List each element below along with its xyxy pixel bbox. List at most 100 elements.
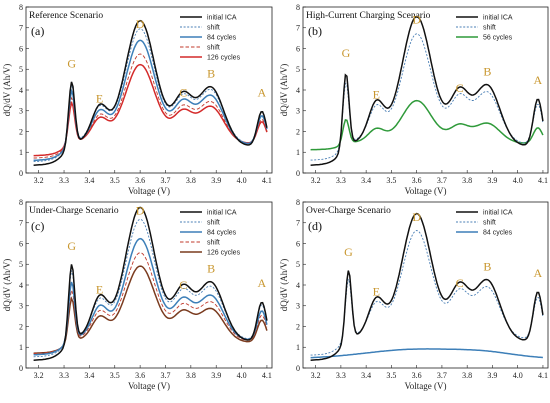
x-tick-label: 3.3 [336, 176, 346, 185]
plot-frame [302, 201, 549, 369]
x-tick-label: 4.1 [262, 371, 272, 380]
y-tick-label: 0 [296, 364, 300, 373]
y-tick-label: 5 [19, 260, 23, 269]
series-line-84-cycles [33, 39, 268, 162]
y-axis-title: dQ/dV (Ah/V) [2, 259, 12, 312]
y-axis-title: dQ/dV (Ah/V) [279, 64, 289, 117]
x-tick-label: 3.9 [487, 371, 497, 380]
x-tick-label: 3.9 [211, 371, 221, 380]
y-tick-label: 2 [296, 127, 300, 136]
y-tick-label: 0 [296, 169, 300, 178]
y-tick-label: 5 [19, 65, 23, 74]
panel-title: High-Current Charging Scenario [306, 11, 431, 21]
x-tick-label: 3.3 [59, 176, 69, 185]
peak-label-e: E [96, 92, 103, 106]
x-tick-label: 4.1 [538, 371, 548, 380]
x-tick-label: 3.5 [386, 371, 396, 380]
peak-label-g: G [342, 46, 351, 60]
peak-label-a: A [258, 276, 267, 290]
peak-label-d: D [412, 13, 421, 27]
x-tick-label: 3.8 [186, 176, 196, 185]
peak-label-c: C [179, 85, 187, 99]
y-tick-label: 4 [19, 281, 23, 290]
legend-entry: initial ICA [207, 210, 237, 217]
y-tick-label: 8 [296, 198, 300, 207]
x-tick-label: 3.7 [160, 176, 170, 185]
x-tick-label: 4.1 [262, 176, 272, 185]
series-line-126-cycles [33, 265, 268, 354]
series-line-84-cycles [310, 348, 543, 359]
panel-letter: (d) [308, 219, 322, 233]
x-axis-title: Voltage (V) [128, 186, 170, 196]
series-line-56-cycles [310, 99, 544, 151]
y-tick-label: 4 [296, 86, 300, 95]
x-tick-label: 3.5 [110, 371, 120, 380]
peak-label-a: A [534, 73, 543, 87]
x-axis-title: Voltage (V) [404, 381, 446, 391]
peak-label-d: D [412, 210, 421, 224]
x-tick-label: 3.7 [437, 176, 447, 185]
peak-label-b: B [207, 262, 215, 276]
series-line-shift [33, 53, 268, 159]
x-tick-label: 3.6 [412, 176, 422, 185]
peak-label-g: G [344, 245, 353, 259]
panel-letter: (a) [31, 24, 44, 38]
legend-entry: 84 cycles [483, 230, 513, 237]
peak-label-a: A [258, 85, 267, 99]
x-tick-label: 3.7 [160, 371, 170, 380]
panel-title: Reference Scenario [29, 10, 103, 21]
chart-panel-1: 0 1 2 3 4 5 6 7 8 3.2 3.3 3.4 3.5 3.6 3.7 3.8 3.9 4.0 4.1 V… [2, 3, 273, 196]
series-line-initial-ica [33, 206, 268, 361]
y-tick-label: 4 [296, 281, 300, 290]
legend-entry: shift [207, 25, 220, 32]
legend-entry: shift [207, 45, 220, 52]
chart-panel-4: 0 1 2 3 4 5 6 7 8 3.2 3.3 3.4 3.5 3.6 3.7 3.8 3.9 4.0 4.1 V… [279, 198, 549, 391]
peak-label-e: E [373, 87, 380, 101]
x-tick-label: 3.6 [135, 371, 145, 380]
x-tick-label: 3.4 [361, 371, 371, 380]
legend-entry: initial ICA [483, 15, 513, 22]
legend-entry: shift [483, 25, 496, 32]
x-axis-title: Voltage (V) [128, 381, 170, 391]
y-tick-label: 7 [296, 219, 300, 228]
y-tick-label: 1 [296, 343, 300, 352]
peak-label-c: C [179, 278, 187, 292]
y-tick-label: 7 [296, 24, 300, 33]
peak-label-e: E [96, 282, 103, 296]
x-tick-label: 3.4 [84, 371, 94, 380]
peak-label-g: G [67, 56, 76, 70]
x-tick-label: 3.2 [34, 176, 44, 185]
y-tick-label: 3 [296, 107, 300, 116]
peak-label-d: D [136, 204, 145, 218]
x-tick-label: 4.0 [513, 371, 523, 380]
legend-entry: 84 cycles [207, 230, 237, 237]
x-tick-label: 3.2 [34, 371, 44, 380]
y-tick-label: 1 [19, 148, 23, 157]
peak-label-b: B [483, 260, 491, 274]
series-line-84-cycles [33, 237, 268, 356]
x-tick-label: 3.6 [412, 371, 422, 380]
panel-title: Under-Charge Scenario [29, 206, 119, 216]
y-tick-label: 0 [19, 169, 23, 178]
peak-label-c: C [456, 81, 464, 95]
peak-label-a: A [534, 266, 543, 280]
x-tick-label: 3.2 [311, 176, 321, 185]
peak-label-g: G [67, 239, 76, 253]
x-tick-label: 4.0 [513, 176, 523, 185]
y-tick-label: 7 [19, 24, 23, 33]
series-line-initial-ica [33, 19, 268, 166]
y-tick-label: 3 [19, 302, 23, 311]
y-tick-label: 8 [19, 3, 23, 12]
y-axis-title: dQ/dV (Ah/V) [2, 64, 12, 117]
y-tick-label: 6 [296, 44, 300, 53]
x-tick-label: 3.9 [487, 176, 497, 185]
legend-entry: 126 cycles [207, 250, 241, 257]
legend-entry: initial ICA [207, 15, 237, 22]
x-tick-label: 3.3 [59, 371, 69, 380]
y-tick-label: 4 [19, 86, 23, 95]
peak-label-c: C [456, 276, 464, 290]
y-tick-label: 2 [296, 322, 300, 331]
y-tick-label: 6 [19, 44, 23, 53]
legend-entry: 84 cycles [207, 35, 237, 42]
